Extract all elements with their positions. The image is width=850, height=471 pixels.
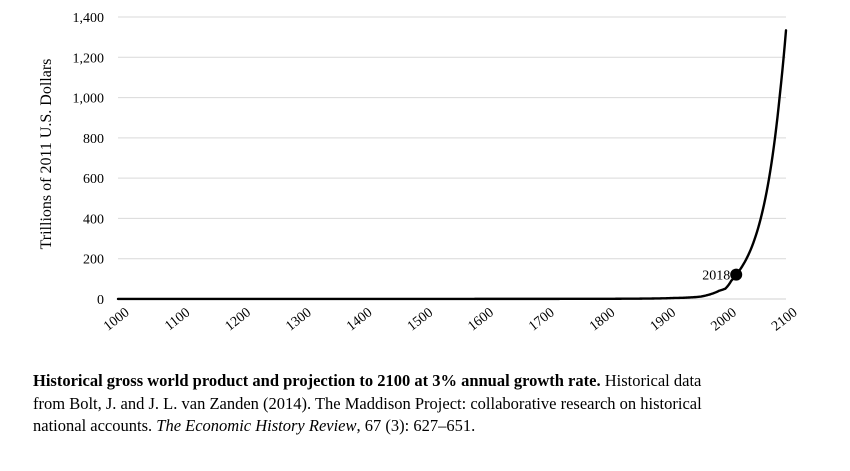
x-tick-label: 1900 (648, 305, 679, 334)
x-tick-label: 1000 (101, 305, 132, 334)
gridlines (118, 16, 786, 260)
y-tick-label: 0 (97, 293, 104, 308)
caption-journal: The Economic History Review (156, 416, 357, 435)
x-tick-label: 1300 (283, 305, 314, 334)
y-tick-label: 200 (83, 253, 104, 268)
figure-caption: Historical gross world product and proje… (33, 370, 823, 438)
x-tick-label: 2100 (769, 305, 800, 334)
caption-line3-start: national accounts. (33, 416, 157, 435)
x-tick-label: 1100 (162, 305, 193, 334)
x-axis-ticks: 1000 1100 1200 1300 1400 1500 1600 1700 1800 1900… (101, 305, 800, 334)
x-tick-label: 1500 (405, 305, 436, 334)
y-tick-label: 1,200 (73, 51, 105, 66)
x-tick-label: 1200 (223, 305, 254, 334)
y-tick-label: 1,400 (73, 11, 105, 26)
caption-title: Historical gross world product and proje… (33, 371, 601, 390)
y-tick-label: 1,000 (73, 92, 105, 107)
point-2018-marker (730, 268, 743, 281)
y-tick-label: 600 (83, 172, 104, 187)
y-axis-title: Trillions of 2011 U.S. Dollars (38, 59, 55, 250)
x-tick-label: 2000 (708, 305, 739, 334)
x-tick-label: 1700 (526, 305, 557, 334)
caption-line1-rest: Historical data (600, 371, 702, 390)
gwp-line-chart: 0 200 400 600 800 1,000 1,200 1,400 1000 1100 120… (38, 11, 800, 334)
x-tick-label: 1600 (466, 305, 497, 334)
x-tick-label: 1800 (587, 305, 618, 334)
x-tick-label: 1400 (344, 305, 375, 334)
caption-line2: from Bolt, J. and J. L. van Zanden (2014… (33, 393, 702, 413)
annotation-2018-label: 2018 (702, 269, 730, 284)
y-axis-ticks: 0 200 400 600 800 1,000 1,200 1,400 (73, 11, 105, 308)
y-tick-label: 800 (83, 132, 104, 147)
caption-line3-end: , 67 (3): 627–651. (356, 416, 476, 435)
gwp-series-line (116, 29, 788, 301)
y-tick-label: 400 (83, 212, 104, 227)
